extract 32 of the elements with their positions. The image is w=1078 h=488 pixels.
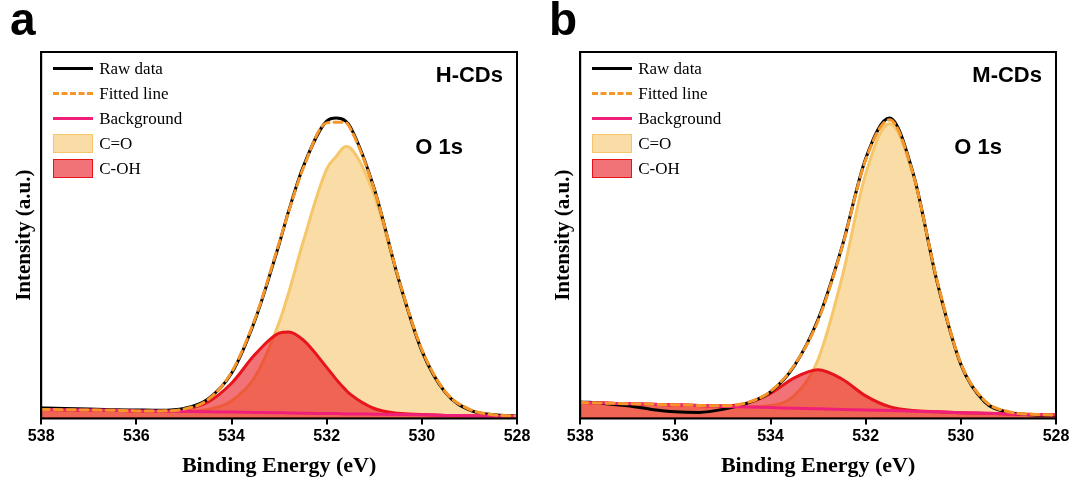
- text: M-CDs: [972, 62, 1042, 88]
- x-tick-label: 534: [757, 427, 784, 445]
- legend-label: C-OH: [638, 158, 680, 179]
- x-tick-label: 538: [566, 427, 594, 445]
- legend-label: Background: [99, 108, 183, 129]
- x-tick-label: 528: [503, 427, 531, 445]
- x-tick-label: 532: [313, 427, 341, 445]
- legend-label: C=O: [638, 133, 672, 154]
- legend-label: Raw data: [99, 58, 163, 79]
- legend-label: Raw data: [638, 58, 702, 79]
- chart-title: a: [10, 0, 36, 46]
- x-tick-label: 536: [123, 427, 150, 445]
- x-tick-label: 532: [852, 427, 880, 445]
- text: H-CDs: [435, 62, 503, 88]
- y-axis-title: Intensity (a.u.): [550, 169, 575, 301]
- x-tick-label: 538: [27, 427, 55, 445]
- legend-label: Background: [638, 108, 722, 129]
- x-tick-label: 534: [218, 427, 245, 445]
- legend-label: Fitted line: [638, 83, 708, 104]
- chart-title: b: [549, 0, 578, 46]
- annotation: O 1s: [415, 134, 463, 160]
- x-tick-label: 536: [662, 427, 689, 445]
- x-tick-label: 530: [408, 427, 436, 445]
- x-axis-title: Binding Energy (eV): [181, 452, 377, 478]
- y-axis-title: Intensity (a.u.): [11, 169, 36, 301]
- legend-label: C=O: [99, 133, 133, 154]
- x-tick-label: 528: [1042, 427, 1070, 445]
- x-tick-label: 530: [947, 427, 975, 445]
- annotation: O 1s: [954, 134, 1002, 160]
- legend-label: Fitted line: [99, 83, 169, 104]
- legend-label: C-OH: [99, 158, 141, 179]
- x-axis-title: Binding Energy (eV): [720, 452, 916, 478]
